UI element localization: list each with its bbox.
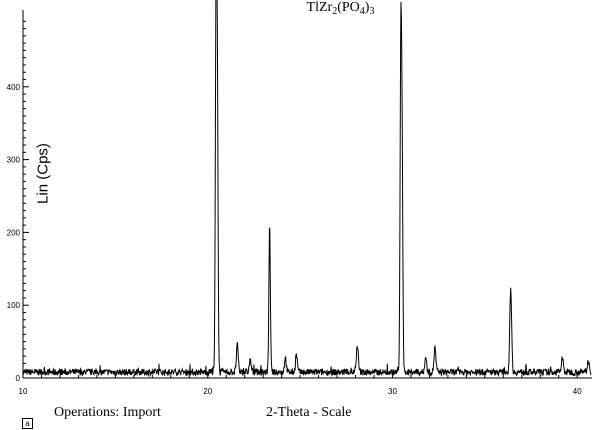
operations-label: Operations: Import xyxy=(54,405,161,420)
x-tick-label: 20 xyxy=(203,387,212,396)
y-tick-label: 0 xyxy=(16,374,21,383)
y-tick-label: 100 xyxy=(7,301,21,310)
axes xyxy=(22,10,592,379)
y-tick-label: 300 xyxy=(7,156,21,165)
x-axis-label: 2-Theta - Scale xyxy=(266,405,352,420)
y-tick-label: 400 xyxy=(7,83,21,92)
x-tick-label: 30 xyxy=(388,387,397,396)
x-tick-label: 40 xyxy=(573,387,582,396)
y-axis-label: Lin (Cps) xyxy=(34,143,52,204)
diffraction-pattern-line xyxy=(22,0,592,378)
x-tick-label: 10 xyxy=(19,387,28,396)
chart-title: TlZr2(PO4)3 xyxy=(306,0,375,17)
square-marker-icon: a xyxy=(22,418,33,429)
y-tick-label: 200 xyxy=(7,228,21,237)
tick-marks xyxy=(22,20,578,379)
